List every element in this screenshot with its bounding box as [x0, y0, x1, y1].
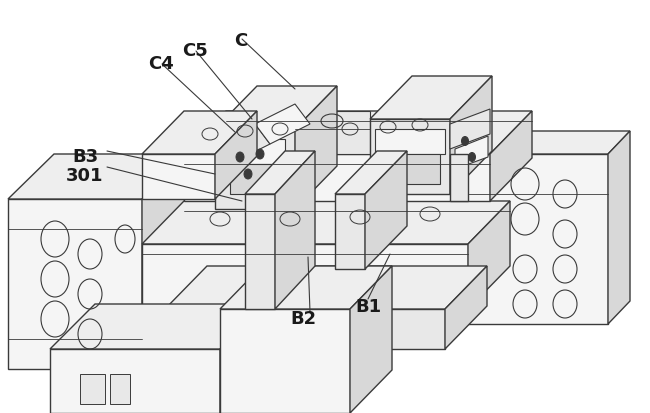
Polygon shape	[220, 304, 265, 413]
Polygon shape	[8, 154, 188, 199]
Polygon shape	[142, 244, 468, 309]
Polygon shape	[220, 309, 350, 413]
Polygon shape	[215, 87, 337, 130]
Polygon shape	[350, 266, 392, 413]
Polygon shape	[455, 137, 488, 170]
Polygon shape	[165, 266, 487, 309]
Ellipse shape	[244, 170, 252, 180]
Polygon shape	[365, 152, 407, 269]
Polygon shape	[295, 87, 337, 209]
Polygon shape	[445, 266, 487, 349]
Polygon shape	[450, 110, 490, 150]
Polygon shape	[215, 130, 295, 209]
Polygon shape	[245, 152, 315, 195]
Polygon shape	[380, 154, 440, 185]
Polygon shape	[142, 112, 257, 154]
Polygon shape	[220, 266, 392, 309]
Polygon shape	[450, 77, 492, 195]
Polygon shape	[375, 130, 445, 154]
Polygon shape	[80, 374, 105, 404]
Ellipse shape	[462, 137, 469, 146]
Polygon shape	[275, 152, 315, 309]
Text: B1: B1	[355, 297, 381, 315]
Polygon shape	[142, 154, 215, 199]
Polygon shape	[8, 199, 142, 369]
Polygon shape	[335, 195, 365, 269]
Polygon shape	[370, 120, 450, 195]
Text: C4: C4	[148, 55, 174, 73]
Polygon shape	[142, 202, 510, 244]
Ellipse shape	[236, 153, 244, 163]
Text: C: C	[234, 32, 247, 50]
Polygon shape	[215, 112, 257, 199]
Polygon shape	[165, 309, 445, 349]
Polygon shape	[295, 112, 370, 154]
Polygon shape	[450, 154, 468, 202]
Text: C5: C5	[182, 42, 208, 60]
Polygon shape	[370, 77, 492, 120]
Polygon shape	[215, 125, 270, 165]
Text: B2: B2	[290, 309, 316, 327]
Polygon shape	[245, 195, 275, 309]
Polygon shape	[468, 132, 630, 154]
Polygon shape	[184, 154, 490, 202]
Polygon shape	[230, 165, 280, 195]
Text: 301: 301	[66, 166, 103, 185]
Polygon shape	[608, 132, 630, 324]
Polygon shape	[184, 112, 532, 154]
Polygon shape	[142, 154, 188, 369]
Polygon shape	[490, 112, 532, 202]
Polygon shape	[255, 105, 310, 145]
Polygon shape	[50, 304, 265, 349]
Polygon shape	[468, 202, 510, 309]
Text: B3: B3	[72, 147, 98, 166]
Polygon shape	[222, 140, 285, 165]
Ellipse shape	[256, 150, 264, 159]
Polygon shape	[468, 154, 608, 324]
Polygon shape	[110, 374, 130, 404]
Ellipse shape	[469, 153, 476, 162]
Polygon shape	[335, 152, 407, 195]
Polygon shape	[50, 349, 220, 413]
